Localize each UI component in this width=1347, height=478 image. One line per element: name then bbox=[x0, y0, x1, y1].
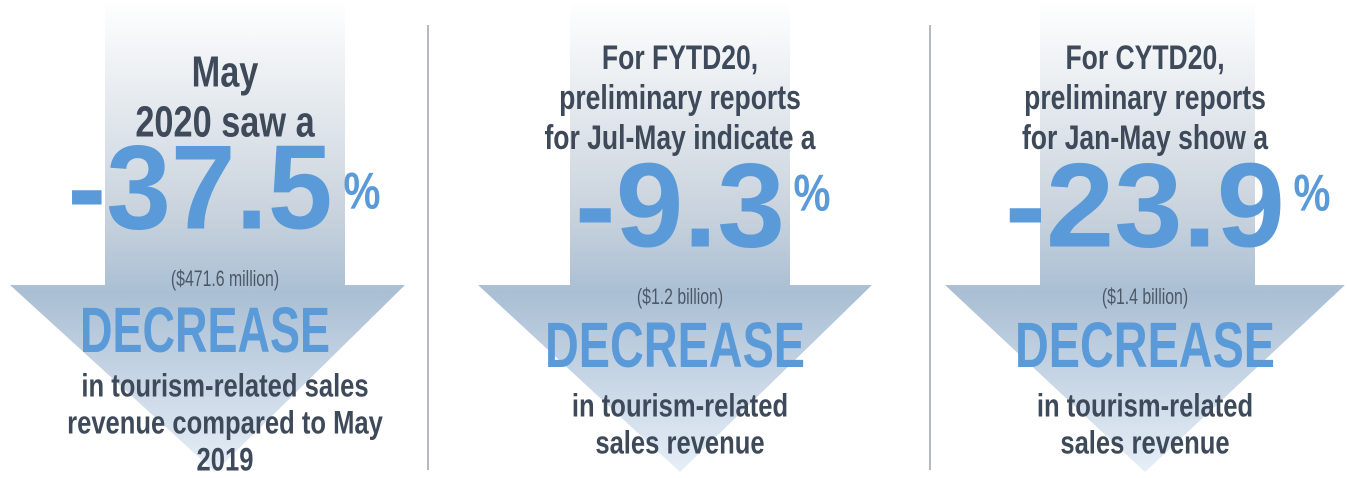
amount: ($1.4 billion) bbox=[1102, 285, 1188, 309]
arrow bbox=[478, 0, 872, 472]
unit: % bbox=[344, 161, 381, 220]
intro-text: For FYTD20, bbox=[602, 39, 758, 77]
amount: ($471.6 million) bbox=[171, 267, 279, 291]
amount: ($1.2 billion) bbox=[637, 285, 723, 309]
decrease-label: DECREASE bbox=[80, 294, 330, 366]
outro-text: in tourism-related bbox=[572, 389, 788, 424]
decrease-label: DECREASE bbox=[1015, 309, 1275, 381]
outro-text: sales revenue bbox=[595, 426, 764, 461]
arrow bbox=[10, 0, 405, 472]
intro-text: for Jan-May show a bbox=[1022, 119, 1269, 157]
figure: -23.9 bbox=[1005, 139, 1285, 273]
decrease-label: DECREASE bbox=[545, 309, 805, 381]
intro-text: for Jul-May indicate a bbox=[544, 119, 816, 157]
outro-text: revenue compared to May bbox=[67, 406, 383, 441]
outro-text: in tourism-related sales bbox=[81, 369, 368, 404]
arrow bbox=[945, 0, 1345, 472]
figure: -9.3 bbox=[575, 139, 785, 273]
intro-text: May bbox=[192, 48, 259, 97]
intro-text: 2020 saw a bbox=[135, 98, 315, 147]
unit: % bbox=[1294, 163, 1331, 222]
figure: -37.5 bbox=[68, 121, 333, 255]
intro-text: For CYTD20, bbox=[1065, 39, 1224, 77]
outro-text: in tourism-related bbox=[1037, 389, 1253, 424]
intro-text: preliminary reports bbox=[559, 79, 801, 117]
outro-text: sales revenue bbox=[1060, 426, 1229, 461]
unit: % bbox=[794, 163, 831, 222]
outro-text: 2019 bbox=[197, 443, 254, 478]
intro-text: preliminary reports bbox=[1024, 79, 1266, 117]
